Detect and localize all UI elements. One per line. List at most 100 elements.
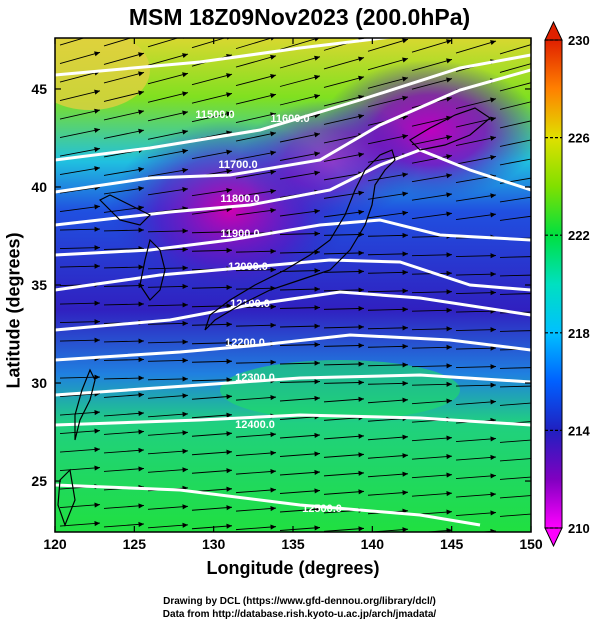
- wind-vector: [191, 379, 233, 382]
- wind-vector-head: [182, 376, 188, 382]
- wind-vector: [455, 194, 497, 202]
- wind-vector: [499, 82, 531, 92]
- wind-vector-head: [270, 359, 276, 365]
- wind-vector-head: [94, 166, 100, 172]
- wind-vector-head: [490, 154, 496, 160]
- wind-vector: [411, 455, 453, 460]
- wind-vector-head: [446, 307, 452, 313]
- wind-vector: [323, 270, 365, 273]
- wind-vector-head: [270, 487, 276, 493]
- wind-vector: [499, 458, 531, 462]
- wind-vector-head: [314, 379, 320, 385]
- wind-vector: [147, 505, 189, 510]
- height-contour-line: [55, 483, 481, 527]
- wind-vector-head: [490, 193, 496, 199]
- wind-vector-head: [358, 114, 364, 120]
- contour-label: 12400.0: [235, 419, 275, 431]
- wind-vector: [103, 72, 145, 84]
- wind-vector-head: [270, 73, 276, 79]
- wind-vector-head: [358, 152, 364, 158]
- wind-vector: [191, 506, 233, 511]
- wind-vector: [499, 158, 531, 166]
- x-axis-label: Longitude (degrees): [206, 558, 380, 578]
- wind-vector-head: [534, 437, 540, 442]
- wind-vector: [323, 153, 365, 162]
- wind-vector-head: [402, 134, 408, 140]
- wind-vector: [323, 307, 365, 310]
- y-axis-ticks: 25 30 35 40 45: [31, 81, 531, 489]
- wind-vector: [235, 507, 277, 512]
- wind-vector-head: [270, 505, 276, 512]
- wind-vector-head: [270, 131, 276, 137]
- wind-vector: [235, 74, 277, 87]
- x-tick-label: 135: [281, 536, 305, 552]
- wind-vector-head: [94, 263, 100, 269]
- wind-vector-head: [535, 272, 540, 277]
- wind-vector-head: [534, 156, 540, 161]
- height-contour-line: [55, 413, 531, 427]
- wind-vector-head: [182, 265, 188, 271]
- wind-vector: [103, 91, 145, 102]
- wind-vector: [455, 475, 497, 479]
- wind-vector-head: [182, 393, 188, 399]
- wind-vector-head: [358, 268, 364, 275]
- wind-vector-head: [358, 526, 364, 532]
- wind-vector: [147, 38, 180, 48]
- wind-vector-head: [446, 363, 452, 369]
- wind-vector: [323, 398, 365, 403]
- wind-vector-head: [182, 320, 188, 327]
- wind-vector: [147, 72, 189, 85]
- wind-vector: [323, 289, 365, 292]
- wind-vector: [323, 76, 365, 88]
- wind-vector-head: [270, 150, 276, 156]
- wind-vector-head: [138, 503, 144, 509]
- wind-vector: [147, 188, 189, 196]
- wind-vector: [411, 39, 453, 53]
- y-tick-label: 45: [31, 81, 47, 97]
- wind-vector: [191, 150, 233, 160]
- wind-vector: [103, 38, 133, 47]
- x-tick-label: 125: [123, 536, 147, 552]
- wind-vector-head: [535, 383, 540, 388]
- wind-vector: [323, 252, 365, 255]
- wind-vector-head: [402, 306, 408, 312]
- wind-vector: [147, 169, 189, 177]
- wind-vector: [279, 434, 321, 439]
- wind-vector-head: [446, 289, 452, 295]
- wind-vector-head: [226, 321, 232, 327]
- wind-vector: [367, 211, 409, 219]
- wind-vector: [411, 135, 453, 146]
- wind-vector-head: [314, 132, 320, 138]
- wind-vector-head: [94, 245, 100, 251]
- wind-vector-head: [446, 527, 452, 532]
- y-tick-label: 30: [31, 375, 47, 391]
- shaded-field: [55, 38, 531, 532]
- wind-vector-head: [314, 488, 320, 494]
- wind-vector-head: [314, 151, 320, 157]
- wind-vector: [323, 453, 365, 458]
- wind-vector-head: [534, 511, 540, 516]
- wind-vector: [279, 233, 321, 235]
- wind-vector: [59, 430, 101, 435]
- wind-vector-head: [182, 110, 188, 116]
- wind-vector: [235, 132, 277, 142]
- wind-vector: [367, 327, 409, 330]
- wind-vector-head: [402, 269, 408, 275]
- wind-vector-head: [138, 357, 144, 363]
- wind-vector-head: [535, 346, 540, 351]
- wind-vector-head: [182, 148, 188, 154]
- wind-vector-head: [314, 395, 320, 401]
- wind-vector: [235, 396, 277, 401]
- wind-vector-head: [534, 79, 540, 84]
- height-contours: 11500.0 11600.0 11700.0 11800.0 11900.0 12000…: [55, 38, 531, 527]
- wind-vector: [191, 73, 233, 86]
- wind-vector: [279, 344, 321, 346]
- wind-vector-head: [402, 380, 408, 386]
- wind-vector: [367, 308, 409, 311]
- wind-vector: [59, 265, 101, 268]
- wind-vector: [191, 395, 233, 400]
- wind-vector: [191, 231, 233, 234]
- wind-vector-head: [94, 51, 100, 57]
- wind-vector-head: [358, 396, 364, 402]
